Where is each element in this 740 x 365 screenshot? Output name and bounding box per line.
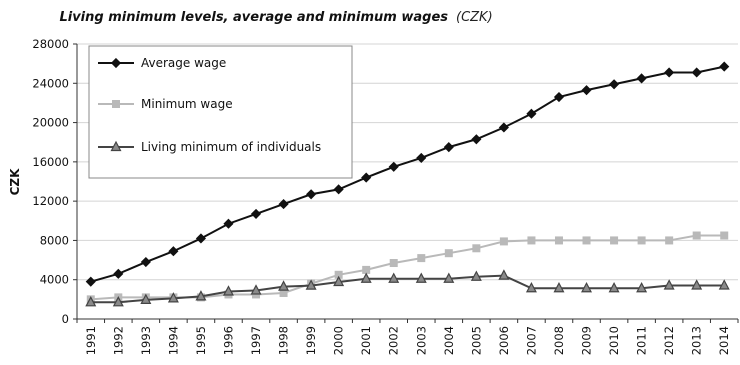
legend-label: Living minimum of individuals <box>141 140 321 154</box>
x-tick-label: 2010 <box>607 326 621 355</box>
point-marker <box>720 232 728 240</box>
chart-subtitle: (CZK) <box>456 10 493 25</box>
point-marker <box>445 249 453 257</box>
x-tick-label: 2003 <box>414 326 428 355</box>
x-tick-label: 1998 <box>277 326 291 355</box>
y-tick-label: 12000 <box>32 194 69 208</box>
y-tick-label: 28000 <box>32 37 69 51</box>
x-tick-label: 1996 <box>221 326 235 355</box>
x-tick-label: 2012 <box>662 326 676 355</box>
x-tick-label: 1993 <box>139 326 153 355</box>
x-tick-label: 2006 <box>497 326 511 355</box>
x-tick-label: 2008 <box>552 326 566 355</box>
point-marker <box>610 80 619 89</box>
x-tick-label: 2013 <box>690 326 704 355</box>
point-marker <box>527 236 535 244</box>
x-tick-label: 1994 <box>166 326 180 355</box>
y-tick-label: 16000 <box>32 155 69 169</box>
point-marker <box>720 62 729 71</box>
y-tick-label: 20000 <box>32 116 69 130</box>
series-square <box>87 232 728 304</box>
chart-title: Living minimum levels, average and minim… <box>59 10 448 25</box>
y-tick-label: 8000 <box>40 233 69 247</box>
point-marker <box>665 236 673 244</box>
point-marker <box>362 173 371 182</box>
point-marker <box>417 254 425 262</box>
point-marker <box>638 236 646 244</box>
point-marker <box>112 100 120 108</box>
x-tick-label: 2011 <box>635 326 649 355</box>
point-marker <box>141 258 150 267</box>
x-tick-label: 1992 <box>111 326 125 355</box>
x-tick-label: 2007 <box>524 326 538 355</box>
point-marker <box>582 86 591 95</box>
x-tick-label: 2009 <box>580 326 594 355</box>
point-marker <box>583 236 591 244</box>
point-marker <box>444 143 453 152</box>
point-marker <box>307 190 316 199</box>
y-tick-label: 0 <box>62 312 69 326</box>
point-marker <box>499 123 508 132</box>
point-marker <box>637 74 646 83</box>
y-tick-label: 24000 <box>32 76 69 90</box>
point-marker <box>554 93 563 102</box>
x-tick-label: 2005 <box>469 326 483 355</box>
point-marker <box>114 269 123 278</box>
point-marker <box>334 185 343 194</box>
legend: Average wage Minimum wage Living minimum o… <box>89 46 352 178</box>
point-marker <box>252 209 261 218</box>
point-marker <box>665 68 674 77</box>
y-ticks: 0 4000 8000 12000 16000 20000 24000 28000 <box>32 37 77 326</box>
point-marker <box>86 277 95 286</box>
point-marker <box>472 244 480 252</box>
point-marker <box>610 236 618 244</box>
x-tick-label: 2004 <box>442 326 456 355</box>
point-marker <box>169 247 178 256</box>
x-tick-label: 1997 <box>249 326 263 355</box>
legend-label: Minimum wage <box>141 97 233 111</box>
x-tick-label: 1991 <box>84 326 98 355</box>
x-tick-label: 1995 <box>194 326 208 355</box>
y-axis-label: CZK <box>8 168 22 196</box>
point-marker <box>417 153 426 162</box>
point-marker <box>527 109 536 118</box>
point-marker <box>472 135 481 144</box>
point-marker <box>389 162 398 171</box>
legend-label: Average wage <box>141 56 226 70</box>
x-tick-label: 2002 <box>387 326 401 355</box>
x-tick-label: 1999 <box>304 326 318 355</box>
x-tick-label: 2014 <box>717 326 731 355</box>
x-ticks: 1991 1992 1993 1994 1995 1996 1997 1998 1999 2000… <box>77 319 738 355</box>
series-triangle <box>86 271 728 306</box>
point-marker <box>196 234 205 243</box>
point-marker <box>224 219 233 228</box>
point-marker <box>693 232 701 240</box>
point-marker <box>390 259 398 267</box>
point-marker <box>555 236 563 244</box>
point-marker <box>692 68 701 77</box>
x-tick-label: 2001 <box>359 326 373 355</box>
x-tick-label: 2000 <box>332 326 346 355</box>
point-marker <box>500 237 508 245</box>
y-tick-label: 4000 <box>40 273 69 287</box>
